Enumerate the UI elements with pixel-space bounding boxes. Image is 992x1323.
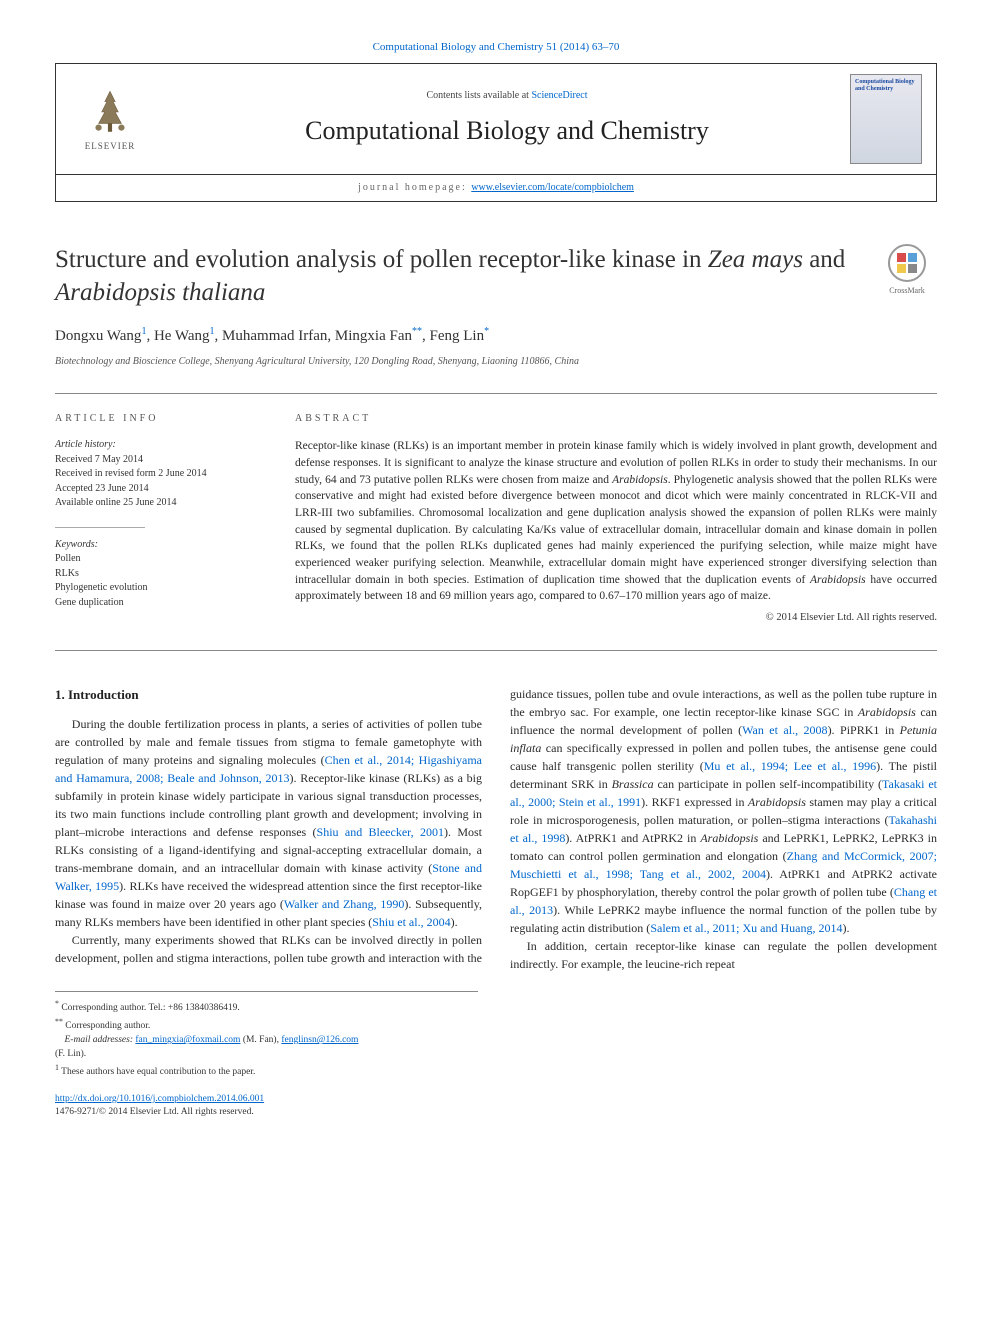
issn-copyright: 1476-9271/© 2014 Elsevier Ltd. All right…: [55, 1106, 937, 1119]
affiliation: Biotechnology and Bioscience College, Sh…: [55, 355, 937, 369]
email-who-2: (F. Lin).: [55, 1049, 86, 1059]
citation-link[interactable]: Shiu and Bleecker, 2001: [317, 825, 444, 839]
divider-2: [55, 650, 937, 651]
author-1: Dongxu Wang: [55, 328, 141, 344]
publisher-logo: ELSEVIER: [70, 79, 150, 159]
t: ).: [451, 915, 458, 929]
title-text-mid: and: [803, 246, 845, 273]
history-accepted: Accepted 23 June 2014: [55, 482, 265, 497]
keyword-2: RLKs: [55, 567, 265, 582]
author-1-sup[interactable]: 1: [141, 326, 146, 337]
cover-title: Computational Biology and Chemistry: [855, 79, 917, 92]
abstract-heading: ABSTRACT: [295, 412, 937, 426]
email-label: E-mail addresses:: [65, 1035, 136, 1045]
ital: Brassica: [612, 777, 654, 791]
crossmark-label: CrossMark: [877, 285, 937, 296]
publisher-name: ELSEVIER: [85, 140, 136, 153]
abstract-copyright: © 2014 Elsevier Ltd. All rights reserved…: [295, 611, 937, 626]
keywords-label: Keywords:: [55, 538, 265, 553]
sciencedirect-link[interactable]: ScienceDirect: [531, 90, 587, 101]
t: ). AtPRK1 and AtPRK2 in: [565, 831, 700, 845]
title-species-2: Arabidopsis thaliana: [55, 279, 265, 306]
homepage-line: journal homepage: www.elsevier.com/locat…: [56, 175, 936, 201]
author-4-sup[interactable]: **: [412, 326, 422, 337]
t: can participate in pollen self-incompati…: [654, 777, 882, 791]
footnote-emails: E-mail addresses: fan_mingxia@foxmail.co…: [55, 1033, 478, 1062]
fn-text: Corresponding author. Tel.: +86 13840386…: [59, 1004, 240, 1014]
t: ). RKF1 expressed in: [641, 795, 748, 809]
elsevier-tree-icon: [84, 86, 136, 138]
divider: [55, 393, 937, 394]
keyword-1: Pollen: [55, 552, 265, 567]
footnote-equal-contribution: 1 These authors have equal contribution …: [55, 1062, 478, 1079]
article-info-sidebar: ARTICLE INFO Article history: Received 7…: [55, 412, 265, 626]
fn-text: Corresponding author.: [63, 1021, 150, 1031]
footnote-corresponding-2: ** Corresponding author.: [55, 1016, 478, 1033]
history-label: Article history:: [55, 438, 265, 453]
title-species-1: Zea mays: [708, 246, 803, 273]
crossmark-icon: [888, 244, 926, 282]
author-2: He Wang: [154, 328, 210, 344]
author-5-sup[interactable]: *: [484, 326, 489, 337]
citation-link[interactable]: Mu et al., 1994; Lee et al., 1996: [704, 759, 876, 773]
intro-para-1: During the double fertilization process …: [55, 715, 482, 931]
citation-link[interactable]: Walker and Zhang, 1990: [284, 897, 405, 911]
homepage-link[interactable]: www.elsevier.com/locate/compbiolchem: [471, 182, 634, 193]
body-text: 1. Introduction During the double fertil…: [55, 685, 937, 973]
fn-mark: **: [55, 1017, 63, 1026]
history-online: Available online 25 June 2014: [55, 496, 265, 511]
fn-text: These authors have equal contribution to…: [59, 1067, 255, 1077]
intro-para-3: In addition, certain receptor-like kinas…: [510, 937, 937, 973]
t: In addition, certain receptor-like kinas…: [510, 939, 937, 971]
journal-cover-thumbnail: Computational Biology and Chemistry: [850, 74, 922, 164]
ital: Arabidopsis: [858, 705, 916, 719]
author-2-sup[interactable]: 1: [210, 326, 215, 337]
history-received: Received 7 May 2014: [55, 453, 265, 468]
abstract-ital-1: Arabidopsis: [612, 474, 668, 486]
homepage-prefix: journal homepage:: [358, 182, 471, 193]
citation-link[interactable]: Shiu et al., 2004: [372, 915, 450, 929]
title-text-pre: Structure and evolution analysis of poll…: [55, 246, 708, 273]
keywords-block: Keywords: Pollen RLKs Phylogenetic evolu…: [55, 538, 265, 611]
email-link-2[interactable]: fenglinsn@126.com: [281, 1035, 358, 1045]
keyword-4: Gene duplication: [55, 596, 265, 611]
ital: Arabidopsis: [700, 831, 758, 845]
author-3: Muhammad Irfan: [222, 328, 327, 344]
page-footer: http://dx.doi.org/10.1016/j.compbiolchem…: [55, 1093, 937, 1120]
masthead: ELSEVIER Contents lists available at Sci…: [55, 63, 937, 202]
footnote-corresponding-1: * Corresponding author. Tel.: +86 138403…: [55, 998, 478, 1015]
t: ).: [843, 921, 850, 935]
article-history: Article history: Received 7 May 2014 Rec…: [55, 438, 265, 511]
citation-link[interactable]: Wan et al., 2008: [742, 723, 827, 737]
contents-line: Contents lists available at ScienceDirec…: [164, 89, 850, 103]
email-who-1: (M. Fan),: [240, 1035, 281, 1045]
section-heading-1: 1. Introduction: [55, 685, 482, 705]
journal-reference: Computational Biology and Chemistry 51 (…: [55, 40, 937, 55]
crossmark-widget[interactable]: CrossMark: [877, 244, 937, 296]
contents-prefix: Contents lists available at: [426, 90, 531, 101]
ital: Arabidopsis: [748, 795, 806, 809]
abstract-ital-2: Arabidopsis: [810, 574, 866, 586]
doi-link[interactable]: http://dx.doi.org/10.1016/j.compbiolchem…: [55, 1094, 264, 1104]
citation-link[interactable]: Salem et al., 2011; Xu and Huang, 2014: [650, 921, 842, 935]
author-4: Mingxia Fan: [335, 328, 412, 344]
article-title: Structure and evolution analysis of poll…: [55, 244, 859, 309]
abstract-block: ABSTRACT Receptor-like kinase (RLKs) is …: [295, 412, 937, 626]
keyword-3: Phylogenetic evolution: [55, 581, 265, 596]
journal-title: Computational Biology and Chemistry: [164, 113, 850, 149]
abstract-seg-c: . Phylogenetic analysis showed that the …: [295, 474, 937, 586]
history-revised: Received in revised form 2 June 2014: [55, 467, 265, 482]
email-link-1[interactable]: fan_mingxia@foxmail.com: [135, 1035, 240, 1045]
article-info-heading: ARTICLE INFO: [55, 412, 265, 426]
info-divider: [55, 527, 145, 528]
author-5: Feng Lin: [430, 328, 485, 344]
footnotes: * Corresponding author. Tel.: +86 138403…: [55, 991, 478, 1079]
t: ). PiPRK1 in: [828, 723, 900, 737]
abstract-text: Receptor-like kinase (RLKs) is an import…: [295, 438, 937, 605]
authors-line: Dongxu Wang1, He Wang1, Muhammad Irfan, …: [55, 325, 937, 347]
